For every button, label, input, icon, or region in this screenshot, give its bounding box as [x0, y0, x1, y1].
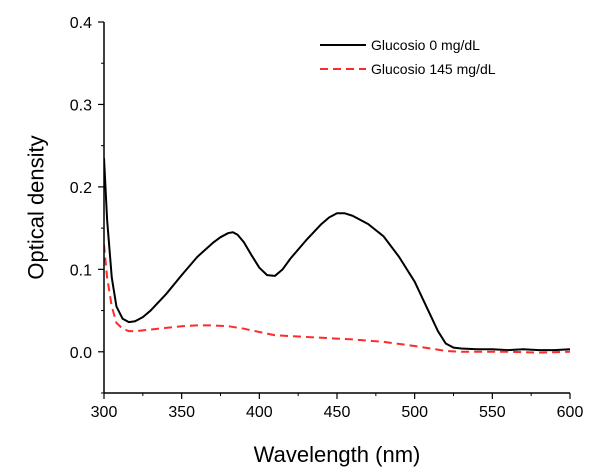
- y-axis-title: Optical density: [24, 135, 49, 279]
- y-tick-label: 0.0: [70, 345, 92, 362]
- series-layer: [104, 157, 570, 354]
- legend-label-2: Glucosio 145 mg/dL: [371, 61, 496, 77]
- y-tick-label: 0.1: [70, 262, 92, 279]
- ticks-layer: 300 350 400 450 500 550 600 0.0 0.1 0.2 0.3 0.4: [70, 15, 584, 421]
- x-tick-label: 500: [401, 404, 428, 421]
- x-tick-label: 350: [168, 404, 195, 421]
- x-tick-label: 300: [91, 404, 118, 421]
- y-tick-label: 0.3: [70, 97, 92, 114]
- legend-label-1: Glucosio 0 mg/dL: [371, 37, 480, 53]
- series-line-2: [104, 244, 570, 354]
- y-tick-label: 0.4: [70, 15, 92, 32]
- x-tick-label: 550: [479, 404, 506, 421]
- x-tick-label: 600: [557, 404, 584, 421]
- legend: Glucosio 0 mg/dL Glucosio 145 mg/dL: [320, 37, 496, 77]
- x-tick-label: 400: [246, 404, 273, 421]
- y-tick-label: 0.2: [70, 180, 92, 197]
- axes-layer: [103, 22, 570, 394]
- x-axis-title: Wavelength (nm): [254, 442, 421, 467]
- x-tick-label: 450: [324, 404, 351, 421]
- series-line-1: [104, 157, 570, 352]
